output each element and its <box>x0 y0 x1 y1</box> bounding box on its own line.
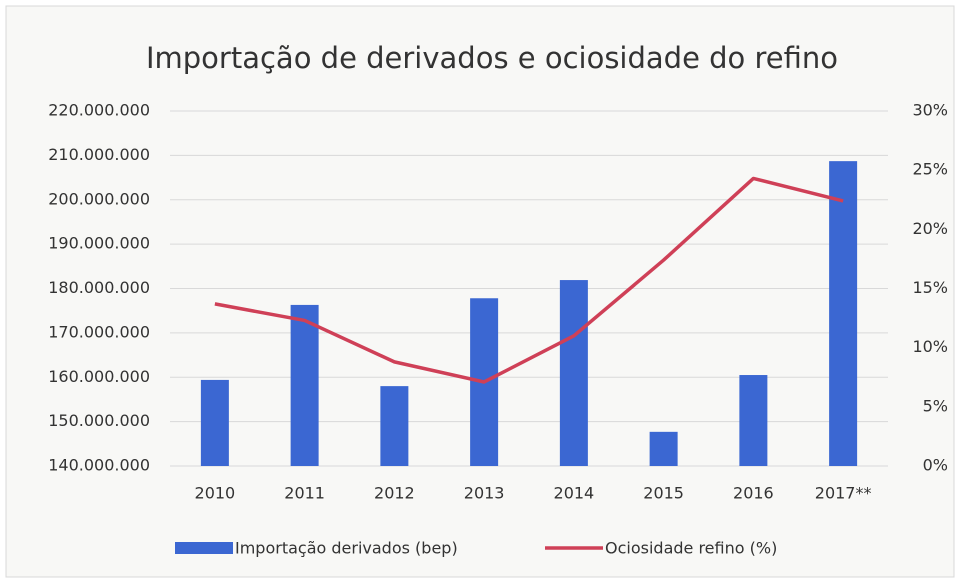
y2-tick-label: 10% <box>912 337 948 356</box>
x-tick-label: 2015 <box>643 484 684 503</box>
legend-label: Ociosidade refino (%) <box>605 539 777 558</box>
x-tick-label: 2012 <box>374 484 415 503</box>
bar <box>200 379 229 466</box>
y-tick-label: 220.000.000 <box>48 101 150 120</box>
y2-tick-label: 20% <box>912 219 948 238</box>
y2-tick-label: 0% <box>923 456 948 475</box>
bar <box>290 304 319 466</box>
chart-title: Importação de derivados e ociosidade do … <box>146 41 838 75</box>
y-tick-label: 160.000.000 <box>48 367 150 386</box>
y-tick-label: 150.000.000 <box>48 411 150 430</box>
y-tick-label: 140.000.000 <box>48 456 150 475</box>
bar <box>380 386 409 466</box>
x-tick-label: 2010 <box>195 484 236 503</box>
y2-tick-label: 25% <box>912 160 948 179</box>
x-tick-label: 2011 <box>284 484 325 503</box>
y2-tick-label: 5% <box>923 396 948 415</box>
chart-background <box>5 5 955 578</box>
x-tick-label: 2017** <box>815 484 872 503</box>
x-tick-label: 2016 <box>733 484 774 503</box>
y-tick-label: 200.000.000 <box>48 189 150 208</box>
bar <box>739 375 768 466</box>
y-tick-label: 210.000.000 <box>48 145 150 164</box>
legend-swatch <box>175 542 233 554</box>
legend-label: Importação derivados (bep) <box>235 539 458 558</box>
bar <box>829 161 858 467</box>
bar <box>559 280 588 466</box>
y2-tick-label: 15% <box>912 278 948 297</box>
x-tick-label: 2014 <box>554 484 595 503</box>
y-tick-label: 190.000.000 <box>48 234 150 253</box>
x-tick-label: 2013 <box>464 484 505 503</box>
y-tick-label: 180.000.000 <box>48 278 150 297</box>
y-tick-label: 170.000.000 <box>48 322 150 341</box>
bar <box>649 431 678 466</box>
line <box>214 176 844 384</box>
y2-tick-label: 30% <box>912 101 948 120</box>
